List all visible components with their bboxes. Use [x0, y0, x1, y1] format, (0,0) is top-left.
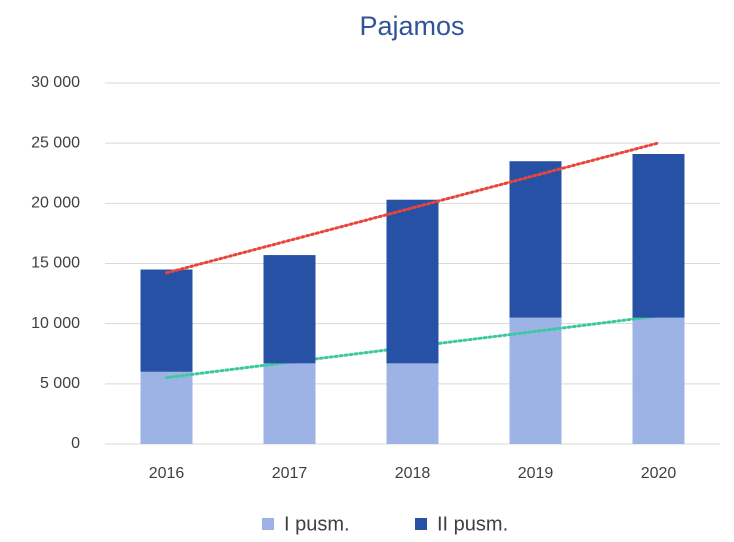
x-tick-label: 2017: [272, 465, 308, 482]
bar-segment: [386, 199, 439, 364]
x-tick-label: 2016: [149, 465, 185, 482]
x-tick-label: 2019: [518, 465, 554, 482]
legend-label: I pusm.: [284, 513, 350, 535]
legend-swatch: [415, 518, 427, 530]
y-tick-label: 15 000: [31, 255, 80, 272]
bar-segment: [386, 363, 439, 444]
bar-segment: [263, 363, 316, 444]
legend-swatch: [262, 518, 274, 530]
y-tick-label: 25 000: [31, 134, 80, 151]
bar-segment: [632, 317, 685, 444]
y-tick-label: 0: [71, 435, 80, 452]
chart-title: Pajamos: [359, 11, 464, 41]
bar-segment: [509, 317, 562, 444]
bar-segment: [632, 153, 685, 318]
bar-segment: [140, 371, 193, 444]
bar-segment: [263, 255, 316, 364]
bar-segment: [509, 161, 562, 318]
y-tick-label: 30 000: [31, 74, 80, 91]
bar-segment: [140, 269, 193, 372]
x-tick-label: 2018: [395, 465, 431, 482]
trendline: [165, 141, 660, 275]
y-tick-label: 10 000: [31, 315, 80, 332]
legend-label: II pusm.: [437, 513, 508, 535]
x-tick-label: 2020: [641, 465, 677, 482]
y-tick-label: 20 000: [31, 195, 80, 212]
y-tick-label: 5 000: [40, 375, 80, 392]
